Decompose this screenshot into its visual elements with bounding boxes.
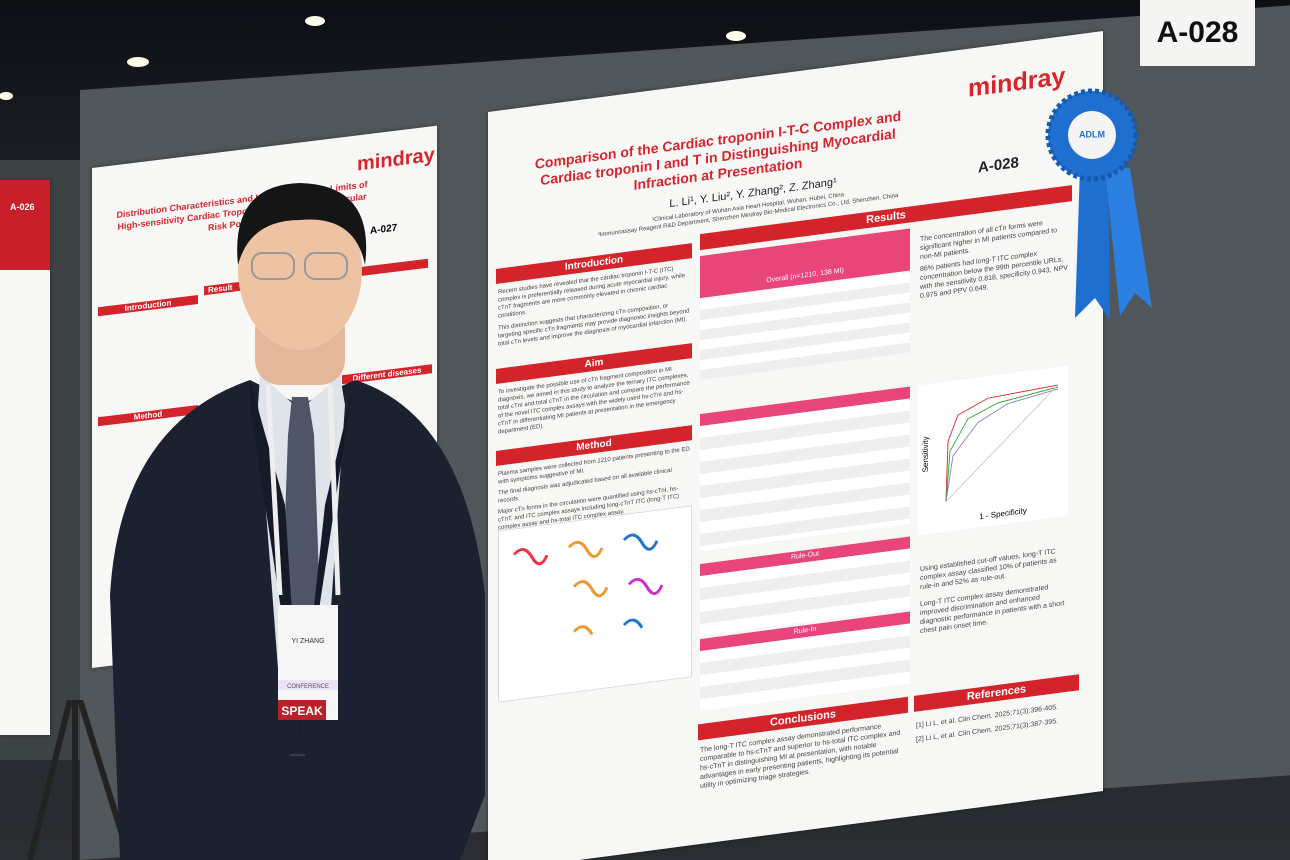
roc-background [918,365,1068,536]
ribbon-label: ADLM [1079,129,1105,139]
person: YI ZHANG CONFERENCE SPEAK [110,183,485,860]
auc-table [700,398,910,552]
poster-id: A-026 [0,180,50,270]
roc-curve [945,384,1059,502]
diagonal [945,384,1059,503]
lanyard [265,384,341,596]
face [238,190,362,350]
roc-chart: Sensitivity 1 - Specificity [918,365,1068,536]
main-poster: mindray A-028 Comparison of the Cardiac … [488,31,1103,860]
molecules [512,533,664,636]
far-left-poster: A-026 [0,180,50,735]
ribbon-tail [1105,168,1152,316]
glasses [251,252,295,280]
ribbon-tail [1075,168,1110,320]
diagram-shapes [512,533,664,636]
badge-name: YI ZHANG [291,638,324,645]
roc-curve [945,386,1059,502]
badge-category: CONFERENCE [287,684,329,690]
axis-label: Sensitivity [921,436,930,473]
booth-sign: A-028 [1140,0,1255,66]
ribbon: ADLM [1045,88,1152,320]
hair [237,183,367,265]
badge-strip [278,680,338,690]
badge-banner-text: SPEAK [281,704,323,718]
rosette-center [1068,111,1116,159]
badge-banner [278,700,326,720]
tie [282,397,320,645]
assay-diagram [498,505,692,703]
poster-id: A-028 [978,154,1019,177]
brand: mindray [357,143,435,176]
roc-curve [945,388,1059,502]
glasses [304,252,348,280]
